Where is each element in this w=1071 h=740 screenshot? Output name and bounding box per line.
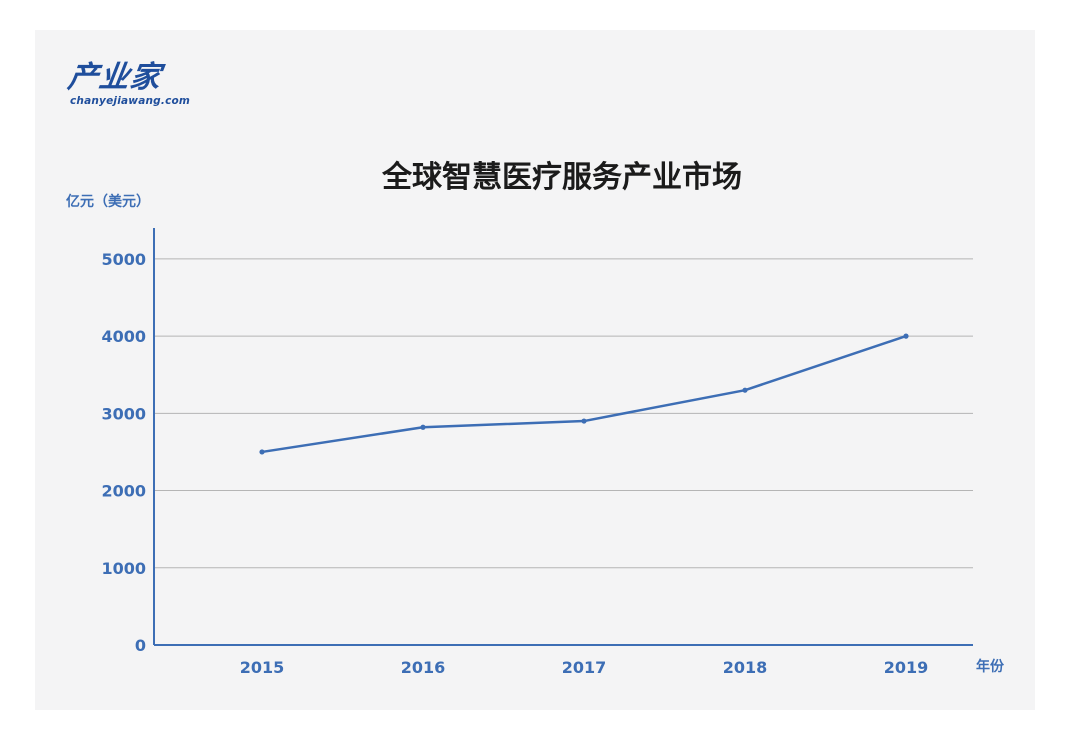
data-point [420,424,426,430]
y-tick-label: 5000 [101,250,146,269]
y-axis-label: 亿元（美元） [66,193,150,210]
axes [153,228,973,646]
data-point [903,333,909,339]
y-tick-label: 4000 [101,327,146,346]
x-axis-label: 年份 [976,658,1005,675]
x-tick-labels: 2015 2016 2017 2018 2019 [240,658,929,677]
x-tick-label: 2016 [401,658,446,677]
y-tick-label: 1000 [101,559,146,578]
grid-lines [154,258,973,569]
x-tick-label: 2015 [240,658,285,677]
chart-card [35,30,1035,710]
chart-title: 全球智慧医疗服务产业市场 [381,160,742,195]
x-tick-label: 2017 [562,658,607,677]
x-tick-label: 2018 [723,658,768,677]
data-point [259,449,265,455]
data-point [742,387,748,393]
y-tick-labels: 0 1000 2000 3000 4000 5000 [101,250,146,655]
series [259,333,909,455]
y-tick-label: 3000 [101,404,146,423]
y-tick-label: 0 [135,636,146,655]
logo: 产业家 chanyejiawang.com [66,60,200,110]
data-point [581,418,587,424]
y-tick-label: 2000 [101,482,146,501]
series-line [261,334,907,454]
logo-name-en: chanyejiawang.com [70,95,191,107]
x-tick-label: 2019 [884,658,929,677]
